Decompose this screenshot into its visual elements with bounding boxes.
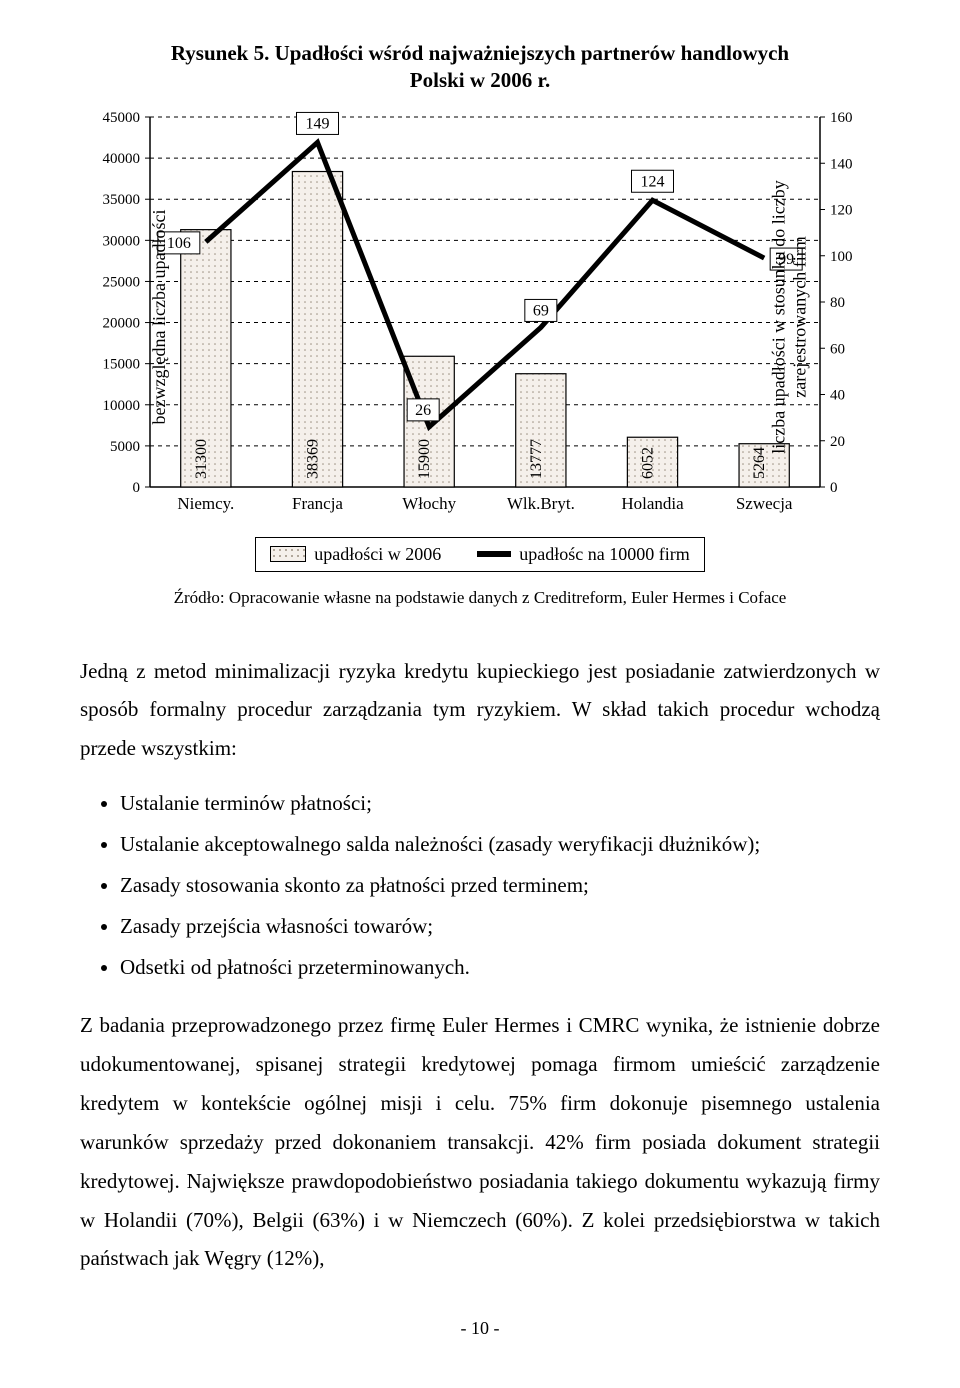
svg-text:40: 40 bbox=[830, 387, 845, 403]
bullet-item: Ustalanie akceptowalnego salda należnośc… bbox=[120, 825, 880, 864]
svg-text:20000: 20000 bbox=[103, 315, 141, 331]
svg-text:35000: 35000 bbox=[103, 192, 141, 208]
x-category-label: Szwecja bbox=[736, 494, 793, 513]
svg-text:0: 0 bbox=[133, 480, 141, 496]
legend-label-bars: upadłości w 2006 bbox=[314, 544, 441, 565]
legend-swatch-line bbox=[477, 551, 511, 557]
legend-swatch-bar bbox=[270, 546, 306, 562]
line-value-label: 149 bbox=[306, 115, 330, 132]
bar-value-label: 38369 bbox=[305, 439, 322, 479]
y-axis-left-label: bezwzględna liczba upadłości bbox=[149, 209, 170, 424]
bullet-item: Odsetki od płatności przeterminowanych. bbox=[120, 948, 880, 987]
x-category-label: Włochy bbox=[402, 494, 456, 513]
svg-text:25000: 25000 bbox=[103, 274, 141, 290]
bullet-list: Ustalanie terminów płatności;Ustalanie a… bbox=[80, 784, 880, 986]
body-paragraph-1: Jedną z metod minimalizacji ryzyka kredy… bbox=[80, 652, 880, 769]
body-paragraph-2: Z badania przeprowadzonego przez firmę E… bbox=[80, 1006, 880, 1278]
chart-svg: 0 5000 10000 15000 20000 25000 30000 35000 40000… bbox=[80, 107, 880, 527]
chart-legend: upadłości w 2006 upadłośc na 10000 firm bbox=[255, 537, 704, 572]
svg-text:0: 0 bbox=[830, 480, 838, 496]
svg-text:5000: 5000 bbox=[110, 438, 140, 454]
legend-item-bars: upadłości w 2006 bbox=[270, 544, 441, 565]
chart-title-line1: Rysunek 5. Upadłości wśród najważniejszy… bbox=[171, 41, 789, 65]
svg-text:120: 120 bbox=[830, 202, 853, 218]
line-value-label: 26 bbox=[415, 401, 431, 418]
x-category-label: Niemcy. bbox=[177, 494, 234, 513]
x-category-label: Wlk.Bryt. bbox=[507, 494, 575, 513]
page-number: - 10 - bbox=[80, 1318, 880, 1339]
chart-title: Rysunek 5. Upadłości wśród najważniejszy… bbox=[80, 40, 880, 95]
y-axis-right-label: liczba upadłości w stosunku do liczby za… bbox=[768, 180, 810, 453]
line-series bbox=[206, 142, 764, 426]
svg-text:80: 80 bbox=[830, 295, 845, 311]
legend-item-line: upadłośc na 10000 firm bbox=[477, 544, 689, 565]
line-value-label: 69 bbox=[533, 302, 549, 319]
svg-text:20: 20 bbox=[830, 433, 845, 449]
line-value-label: 124 bbox=[641, 173, 665, 190]
bar-value-label: 5264 bbox=[751, 447, 768, 479]
bar-value-label: 13777 bbox=[528, 439, 545, 479]
chart-source: Źródło: Opracowanie własne na podstawie … bbox=[80, 588, 880, 608]
svg-text:30000: 30000 bbox=[103, 233, 141, 249]
svg-text:160: 160 bbox=[830, 110, 853, 126]
svg-text:140: 140 bbox=[830, 156, 853, 172]
legend-label-line: upadłośc na 10000 firm bbox=[519, 544, 689, 565]
x-category-label: Francja bbox=[292, 494, 343, 513]
x-category-label: Holandia bbox=[621, 494, 684, 513]
chart-container: bezwzględna liczba upadłości liczba upad… bbox=[80, 107, 880, 527]
bar-value-label: 15900 bbox=[416, 439, 433, 479]
svg-text:40000: 40000 bbox=[103, 151, 141, 167]
bar-value-label: 6052 bbox=[640, 447, 657, 479]
line-value-label: 106 bbox=[167, 234, 191, 251]
svg-text:60: 60 bbox=[830, 341, 845, 357]
svg-text:15000: 15000 bbox=[103, 356, 141, 372]
svg-text:45000: 45000 bbox=[103, 110, 141, 126]
bullet-item: Ustalanie terminów płatności; bbox=[120, 784, 880, 823]
bar-value-label: 31300 bbox=[193, 439, 210, 479]
chart-title-line2: Polski w 2006 r. bbox=[410, 68, 550, 92]
bullet-item: Zasady przejścia własności towarów; bbox=[120, 907, 880, 946]
bullet-item: Zasady stosowania skonto za płatności pr… bbox=[120, 866, 880, 905]
svg-text:100: 100 bbox=[830, 248, 853, 264]
svg-text:10000: 10000 bbox=[103, 397, 141, 413]
